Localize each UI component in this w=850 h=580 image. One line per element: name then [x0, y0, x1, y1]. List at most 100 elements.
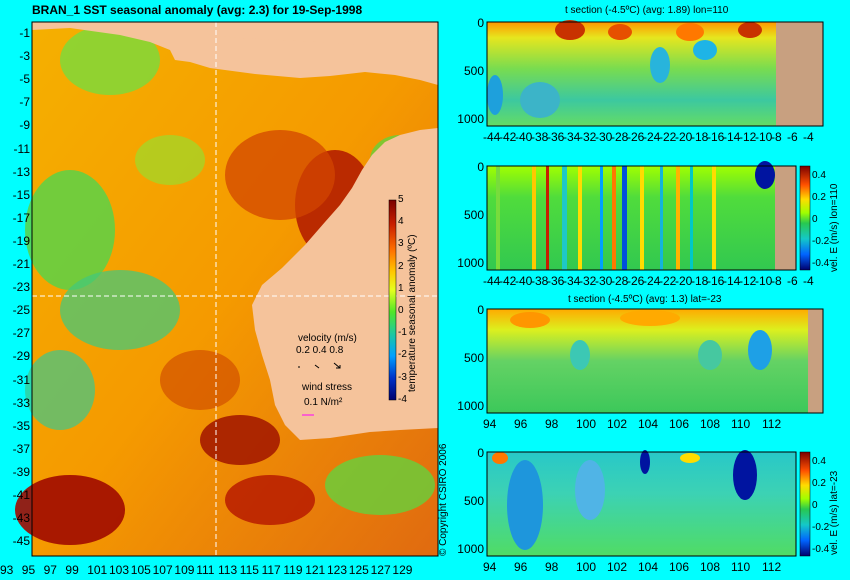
- wind-stress-label: wind stress: [302, 382, 353, 393]
- map-x-tick: 109: [174, 563, 195, 577]
- map-y-tick: -5: [19, 72, 30, 87]
- p3-x-tick: 108: [700, 417, 721, 431]
- p2-colorbar-tick: 0.4: [812, 170, 826, 181]
- map-y-tick: -31: [12, 372, 30, 387]
- velocity-legend-label: velocity (m/s): [298, 333, 357, 344]
- p2-y-tick: 500: [463, 208, 484, 222]
- p1-x-tick: -6: [787, 130, 798, 144]
- panel2-stripes: [496, 161, 775, 270]
- p3-x-tick: 94: [483, 417, 497, 431]
- p2-x-tick: -6: [787, 274, 798, 288]
- map-y-tick: -35: [12, 418, 30, 433]
- p2-x-tick: -12: [739, 274, 757, 288]
- p2-x-tick: -24: [643, 274, 661, 288]
- map-frame: [31, 21, 439, 557]
- p1-x-tick: -40: [515, 130, 533, 144]
- map-y-tick: -1: [19, 26, 30, 40]
- p1-x-tick: -32: [579, 130, 597, 144]
- p2-x-tick: -10: [755, 274, 773, 288]
- map-x-tick: 105: [130, 563, 151, 577]
- map-land-java-north: [200, 22, 438, 45]
- p3-y-tick: 500: [463, 351, 484, 365]
- panel4-plot: [487, 452, 796, 556]
- p4-y-tick: 500: [463, 494, 484, 508]
- p2-x-tick: -40: [515, 274, 533, 288]
- map-x-tick: 121: [305, 563, 326, 577]
- map-x-tick: 97: [43, 563, 57, 577]
- wind-stress-scale: 0.1 N/m²: [304, 397, 343, 408]
- map-x-tick: 125: [348, 563, 369, 577]
- p2-x-tick: -4: [803, 274, 814, 288]
- p2-x-tick: -22: [659, 274, 677, 288]
- map-y-tick: -41: [12, 488, 30, 502]
- map-y-tick: -25: [12, 303, 30, 318]
- p4-x-tick: 102: [607, 560, 628, 574]
- map-y-tick: -21: [12, 257, 30, 271]
- p4-x-tick: 96: [514, 560, 528, 574]
- map-x-tick: 117: [261, 563, 281, 577]
- p1-x-tick: -10: [755, 130, 773, 144]
- p4-x-tick: 104: [638, 560, 659, 574]
- panel3-land: [808, 309, 823, 413]
- map-colorbar-tick: -4: [398, 393, 407, 405]
- map-anomaly-warm-sw: [15, 475, 125, 545]
- p1-x-tick: -30: [595, 130, 613, 144]
- p1-x-tick: -20: [675, 130, 693, 144]
- map-y-tick: -43: [12, 511, 30, 526]
- map-anomaly-warm-south: [200, 415, 280, 465]
- map-colorbar-tick: 5: [398, 194, 404, 205]
- p4-colorbar-tick: 0: [812, 500, 818, 511]
- panel1-title: t section (-4.5ºC) (avg: 1.89) lon=110: [565, 5, 729, 16]
- map-anomaly-cool-north: [60, 25, 160, 95]
- map-x-tick: 129: [392, 563, 413, 577]
- panel4-features: [492, 450, 757, 550]
- map-colorbar-tick: 2: [398, 260, 404, 272]
- p2-x-tick: -28: [611, 274, 629, 288]
- map-y-tick: -11: [13, 141, 30, 156]
- map-anomaly-cool-west-2: [60, 270, 180, 350]
- p2-x-tick: -20: [675, 274, 693, 288]
- p1-x-tick: -16: [707, 130, 725, 144]
- map-ocean: [32, 22, 438, 556]
- p2-x-tick: -32: [579, 274, 597, 288]
- panel2-colorbar-label: vel. E (m/s) lon=110: [829, 183, 840, 272]
- p3-x-tick: 110: [731, 417, 751, 431]
- p1-x-tick: -44: [483, 130, 501, 144]
- p1-x-tick: -22: [659, 130, 677, 144]
- p1-y-tick: 500: [463, 64, 484, 78]
- map-y-tick: -33: [12, 395, 30, 410]
- map-colorbar-tick: 3: [398, 238, 404, 250]
- p3-x-tick: 98: [545, 417, 559, 431]
- panel2-land: [775, 166, 796, 270]
- map-anomaly-cool-sw: [25, 350, 95, 430]
- p3-y-tick: 1000: [457, 399, 484, 413]
- panel1-land: [776, 22, 823, 126]
- map-colorbar-tick: -3: [398, 371, 407, 383]
- map-x-tick: 113: [218, 563, 238, 577]
- p2-x-tick: -42: [499, 274, 517, 288]
- p3-x-tick: 96: [514, 417, 528, 431]
- p2-x-tick: -38: [531, 274, 549, 288]
- p1-x-tick: -42: [499, 130, 517, 144]
- panel1-plot: [487, 22, 823, 126]
- p1-y-tick: 1000: [457, 112, 484, 126]
- velocity-legend-arrows: [298, 362, 341, 369]
- p2-colorbar-tick: 0: [812, 214, 818, 225]
- panel3-title: t section (-4.5ºC) (avg: 1.3) lat=-23: [568, 294, 722, 305]
- p2-x-tick: -34: [563, 274, 581, 288]
- p1-x-tick: -26: [627, 130, 645, 144]
- p4-colorbar-tick: -0.2: [812, 522, 830, 533]
- panel3-plot: [487, 309, 823, 413]
- p3-y-tick: 0: [477, 303, 484, 317]
- map-x-tick: 115: [239, 563, 259, 577]
- p2-x-tick: -14: [723, 274, 741, 288]
- p4-colorbar-tick: 0.4: [812, 456, 826, 467]
- map-colorbar-label: temperature seasonal anomaly (ºC): [407, 234, 418, 392]
- p2-x-tick: -16: [707, 274, 725, 288]
- panel2-colorbar: [799, 165, 811, 271]
- velocity-legend-scale: 0.2 0.4 0.8: [296, 345, 344, 356]
- p2-x-tick: -30: [595, 274, 613, 288]
- map-y-tick: -23: [12, 280, 30, 295]
- p2-x-tick: -44: [483, 274, 501, 288]
- panel2-plot: [487, 166, 796, 270]
